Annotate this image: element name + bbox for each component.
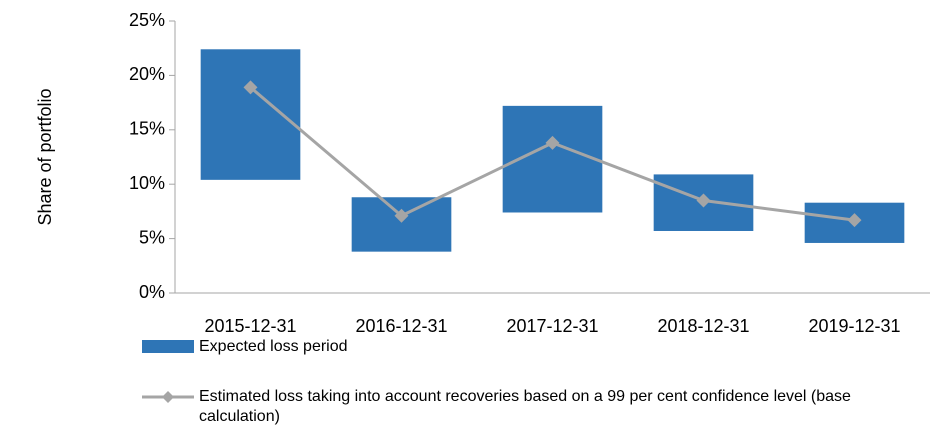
y-tick-label: 20%	[129, 64, 165, 84]
x-tick-label: 2017-12-31	[506, 316, 598, 336]
marker	[847, 213, 862, 228]
marker	[545, 135, 560, 150]
y-tick-label: 15%	[129, 119, 165, 139]
x-tick-label: 2015-12-31	[204, 316, 296, 336]
x-tick-label: 2019-12-31	[808, 316, 900, 336]
y-tick-label: 5%	[139, 227, 165, 247]
y-tick-label: 0%	[139, 282, 165, 302]
y-tick-label: 25%	[129, 10, 165, 30]
y-tick-label: 10%	[129, 173, 165, 193]
marker	[243, 80, 258, 95]
bar	[200, 49, 301, 180]
marker	[696, 193, 711, 208]
bar	[351, 197, 452, 252]
legend-swatch	[162, 391, 174, 403]
marker	[394, 208, 409, 223]
x-tick-label: 2016-12-31	[355, 316, 447, 336]
legend-label: Expected loss period	[199, 338, 348, 355]
legend-swatch	[142, 340, 194, 353]
y-axis-label: Share of portfolio	[35, 88, 55, 225]
legend-label: Estimated loss taking into account recov…	[199, 388, 851, 425]
x-tick-label: 2018-12-31	[657, 316, 749, 336]
